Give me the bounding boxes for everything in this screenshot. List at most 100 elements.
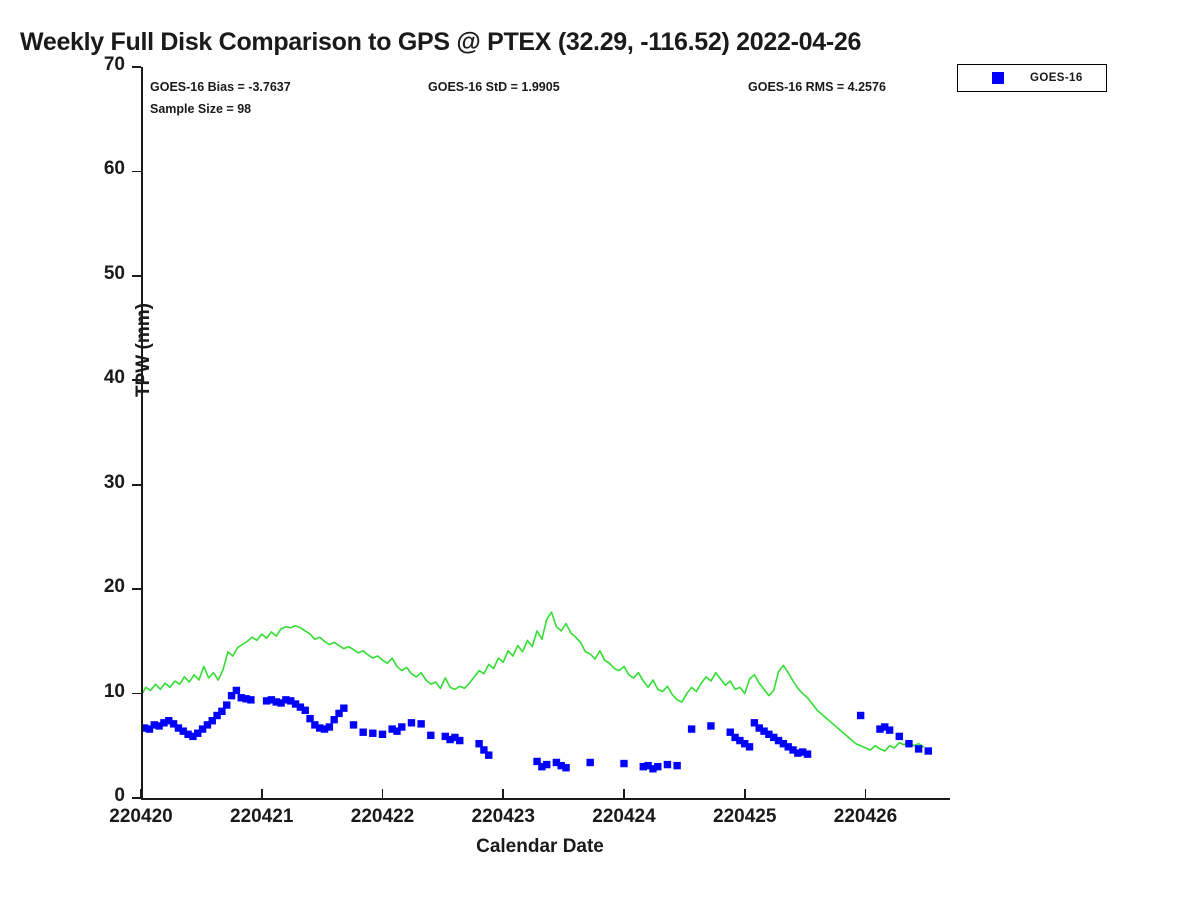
data-point-marker <box>533 757 541 766</box>
y-axis-tick <box>132 275 141 277</box>
data-point-marker <box>155 722 163 730</box>
x-axis-tick-label: 220424 <box>592 806 656 827</box>
data-point-marker <box>179 727 187 735</box>
data-point-marker <box>160 719 168 727</box>
data-point-marker <box>562 764 570 772</box>
legend-label-goes16: GOES-16 <box>1030 72 1083 84</box>
y-axis-tick-label: 40 <box>103 367 125 389</box>
data-point-marker <box>427 731 435 740</box>
data-point-marker <box>301 706 309 714</box>
x-axis-tick-label: 220426 <box>833 806 898 827</box>
data-point-marker <box>557 761 565 770</box>
x-axis-label: Calendar Date <box>476 836 604 857</box>
data-point-marker <box>340 704 348 712</box>
data-point-marker <box>760 727 768 735</box>
data-point-marker <box>654 762 662 771</box>
x-axis-tick-label: 220425 <box>713 806 777 827</box>
data-point-marker <box>789 746 797 754</box>
data-point-marker <box>895 732 903 741</box>
y-axis-tick <box>132 483 141 486</box>
data-point-marker <box>277 699 285 707</box>
y-axis-tick <box>132 588 141 590</box>
data-point-marker <box>914 745 923 753</box>
data-point-marker <box>755 724 763 732</box>
data-point-marker <box>198 725 207 733</box>
data-point-marker <box>378 730 387 738</box>
data-point-marker <box>663 760 672 769</box>
data-point-marker <box>798 748 807 756</box>
data-point-marker <box>388 725 396 733</box>
data-point-marker <box>924 747 932 755</box>
data-point-marker <box>765 730 773 738</box>
data-point-marker <box>291 700 300 708</box>
data-point-marker <box>145 725 154 733</box>
data-point-marker <box>272 698 280 706</box>
data-point-marker <box>213 711 221 720</box>
data-point-marker <box>237 694 245 702</box>
y-axis-tick-label: 70 <box>103 54 125 75</box>
data-point-marker <box>296 703 305 711</box>
data-point-marker <box>325 723 334 731</box>
data-point-marker <box>247 696 255 704</box>
data-point-marker <box>223 701 231 709</box>
y-axis-tick <box>132 797 141 799</box>
data-point-marker <box>620 759 628 768</box>
data-point-marker <box>750 719 759 727</box>
data-point-marker <box>784 743 792 751</box>
annotation-rms: GOES-16 RMS = 4.2576 <box>748 80 886 94</box>
data-point-marker <box>441 732 449 741</box>
data-point-marker <box>538 762 546 771</box>
data-point-marker <box>267 696 276 704</box>
data-point-marker <box>885 726 894 734</box>
data-point-marker <box>184 730 192 738</box>
y-axis-tick-label: 60 <box>103 158 125 180</box>
data-point-marker <box>446 735 454 744</box>
data-point-marker <box>232 686 241 695</box>
plot-svg <box>141 611 932 773</box>
x-axis-tick-label: 220421 <box>230 806 294 827</box>
data-point-marker <box>218 707 226 716</box>
data-point-marker <box>349 721 358 729</box>
goes16-series-markers <box>141 686 932 773</box>
data-point-marker <box>169 720 178 728</box>
data-point-marker <box>320 725 329 733</box>
data-point-marker <box>287 697 295 705</box>
data-point-marker <box>330 715 338 724</box>
annotation-bias: GOES-16 Bias = -3.7637 <box>150 80 291 94</box>
data-point-marker <box>262 697 271 705</box>
x-axis-line <box>141 798 950 800</box>
annotation-std: GOES-16 StD = 1.9905 <box>428 80 560 94</box>
data-point-marker <box>741 740 749 748</box>
data-point-marker <box>359 728 367 736</box>
data-point-marker <box>639 762 647 771</box>
x-axis-tick-label: 220422 <box>350 806 415 827</box>
data-point-marker <box>731 733 739 742</box>
y-axis-tick <box>132 379 141 382</box>
data-point-marker <box>335 709 343 718</box>
data-point-marker <box>876 725 884 733</box>
data-point-marker <box>203 721 212 729</box>
data-point-marker <box>687 725 696 733</box>
data-point-marker <box>475 740 483 748</box>
data-point-marker <box>165 717 173 725</box>
data-point-marker <box>803 750 812 758</box>
y-axis-tick-label: 20 <box>103 576 125 598</box>
data-point-marker <box>311 721 319 729</box>
data-point-marker <box>398 723 406 731</box>
data-point-marker <box>794 749 802 757</box>
data-point-marker <box>543 760 551 769</box>
data-point-marker <box>707 722 715 730</box>
data-point-marker <box>194 729 202 737</box>
data-point-marker <box>644 761 652 770</box>
y-axis-tick <box>132 170 141 173</box>
data-point-marker <box>673 761 681 770</box>
y-axis-tick <box>132 66 141 68</box>
gps-series-line <box>141 611 925 752</box>
data-point-marker <box>141 724 149 732</box>
page-title: Weekly Full Disk Comparison to GPS @ PTE… <box>20 28 862 56</box>
data-point-marker <box>150 721 158 729</box>
data-point-marker <box>881 723 889 731</box>
data-point-marker <box>485 751 493 759</box>
plot-area <box>141 67 950 798</box>
data-point-marker <box>174 724 183 732</box>
